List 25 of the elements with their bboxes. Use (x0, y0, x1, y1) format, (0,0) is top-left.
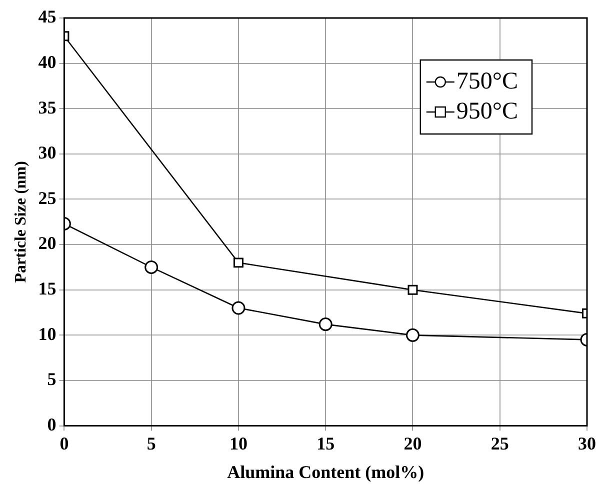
x-tick-label: 25 (490, 433, 509, 454)
y-tick-label: 15 (38, 278, 56, 299)
y-tick-label: 35 (38, 97, 56, 118)
x-axis-title: Alumina Content (mol%) (227, 462, 424, 482)
point (232, 301, 246, 315)
y-axis-title: Particle Size (nm) (12, 161, 30, 283)
point (406, 328, 420, 342)
y-tick-label: 10 (38, 324, 56, 344)
x-tick-label: 20 (404, 433, 422, 454)
y-tick-label: 5 (47, 369, 56, 390)
point (318, 318, 332, 332)
legend-label: 750°C (456, 68, 518, 94)
y-tick-label: 20 (38, 233, 56, 254)
x-tick-label: 10 (229, 433, 248, 454)
y-tick-label: 30 (38, 142, 56, 163)
x-tick-label: 30 (578, 433, 596, 454)
y-tick-label: 40 (38, 52, 56, 72)
point (144, 260, 158, 274)
x-tick-label: 5 (146, 433, 156, 454)
y-tick-label: 25 (38, 188, 56, 208)
legend-label: 950°C (456, 98, 518, 124)
y-tick-label: 45 (38, 6, 56, 27)
y-tick-label: 0 (47, 414, 56, 434)
x-tick-label: 0 (60, 433, 69, 454)
x-tick-label: 15 (316, 433, 335, 454)
